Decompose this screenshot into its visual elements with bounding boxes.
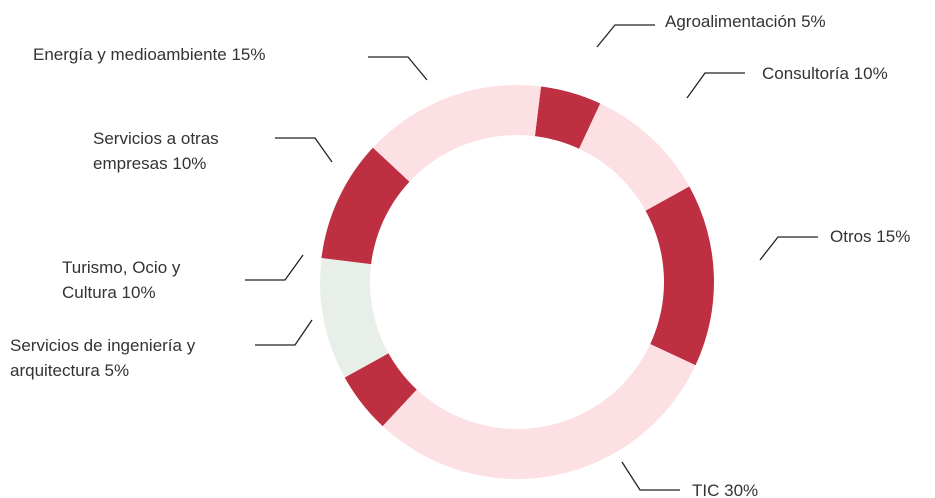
label: Turismo, Ocio y Cultura 10%	[62, 255, 232, 305]
leader-line	[621, 461, 680, 491]
value-label: 15%	[876, 227, 911, 246]
donut-segment	[645, 186, 714, 366]
leader-line	[368, 56, 428, 81]
value-label: 10%	[121, 283, 156, 302]
donut-segment	[344, 353, 417, 427]
value-label: 5%	[801, 12, 826, 31]
label: Agroalimentación 5%	[665, 9, 826, 34]
leader-line	[275, 137, 333, 163]
donut-segment	[579, 103, 690, 211]
label: TIC 30%	[692, 478, 758, 498]
label: Servicios de ingeniería y arquitectura 5…	[10, 333, 250, 383]
value-label: 30%	[724, 481, 759, 498]
leader-line	[686, 72, 745, 99]
category: Energía y medioambiente	[33, 45, 227, 64]
value-label: 10%	[853, 64, 888, 83]
label: Energía y medioambiente 15%	[33, 42, 266, 67]
label: Servicios a otras empresas 10%	[93, 126, 268, 176]
donut-segment	[372, 85, 542, 182]
value-label: 5%	[104, 361, 130, 380]
value-label: 15%	[231, 45, 266, 64]
category: Otros	[830, 227, 872, 246]
donut-segment	[382, 344, 696, 479]
label: Otros 15%	[830, 224, 910, 249]
label: Consultoría 10%	[762, 61, 888, 86]
category: Servicios de ingeniería y arquitectura	[10, 336, 196, 380]
leader-line	[245, 254, 304, 281]
category: Consultoría	[762, 64, 849, 83]
category: Servicios a otras empresas	[93, 129, 219, 173]
value-label: 10%	[172, 154, 207, 173]
donut-segment	[321, 147, 410, 265]
leader-line	[759, 236, 818, 261]
category: TIC	[692, 481, 720, 498]
leader-line	[255, 319, 313, 346]
donut-segment	[320, 257, 389, 378]
category: Turismo, Ocio y Cultura	[62, 258, 181, 302]
leader-line	[596, 24, 655, 48]
category: Agroalimentación	[665, 12, 797, 31]
donut-segment	[534, 86, 601, 149]
